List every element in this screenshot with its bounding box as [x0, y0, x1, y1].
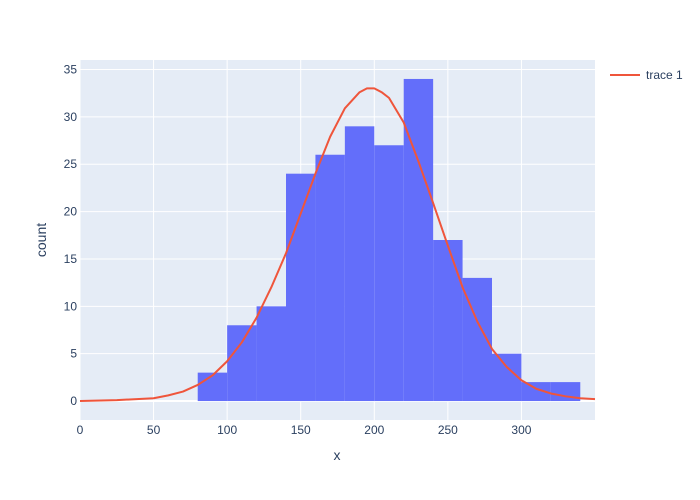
y-tick-label: 20	[64, 205, 78, 219]
histogram-bar	[344, 126, 375, 402]
y-tick-label: 30	[64, 110, 78, 124]
y-tick-label: 5	[70, 347, 77, 361]
y-tick-label: 35	[64, 62, 78, 76]
histogram-bar	[256, 306, 286, 402]
x-tick-label: 200	[364, 423, 384, 437]
histogram-bar	[403, 78, 434, 402]
histogram-bar	[227, 325, 257, 402]
histogram-bar	[521, 382, 551, 402]
histogram-bar	[197, 372, 228, 402]
series-line-trace-1	[79, 87, 596, 403]
x-tick-label: 50	[147, 423, 161, 437]
legend[interactable]: trace 1	[610, 68, 683, 82]
histogram-bar	[374, 145, 404, 402]
x-tick-label: 0	[77, 423, 84, 437]
x-tick-label: 150	[291, 423, 311, 437]
x-axis-title: x	[334, 447, 341, 463]
x-tick-label: 300	[511, 423, 531, 437]
y-tick-label: 10	[64, 299, 78, 313]
histogram-bar	[315, 154, 345, 402]
x-tick-label: 100	[217, 423, 237, 437]
bars-layer	[197, 78, 581, 402]
histogram-bar	[433, 240, 463, 402]
histogram-bar	[492, 353, 522, 402]
y-tick-label: 25	[64, 157, 78, 171]
y-tick-label: 15	[64, 252, 78, 266]
x-tick-labels: 0 50 100 150 200 250 300	[77, 423, 532, 437]
line-layer	[79, 87, 596, 403]
legend-label-trace-1: trace 1	[646, 68, 683, 82]
y-tick-labels: 0 5 10 15 20 25 30 35	[64, 62, 78, 408]
y-axis-title: count	[33, 223, 49, 257]
y-tick-label: 0	[70, 394, 77, 408]
x-tick-label: 250	[438, 423, 458, 437]
histogram-bar	[286, 173, 316, 402]
